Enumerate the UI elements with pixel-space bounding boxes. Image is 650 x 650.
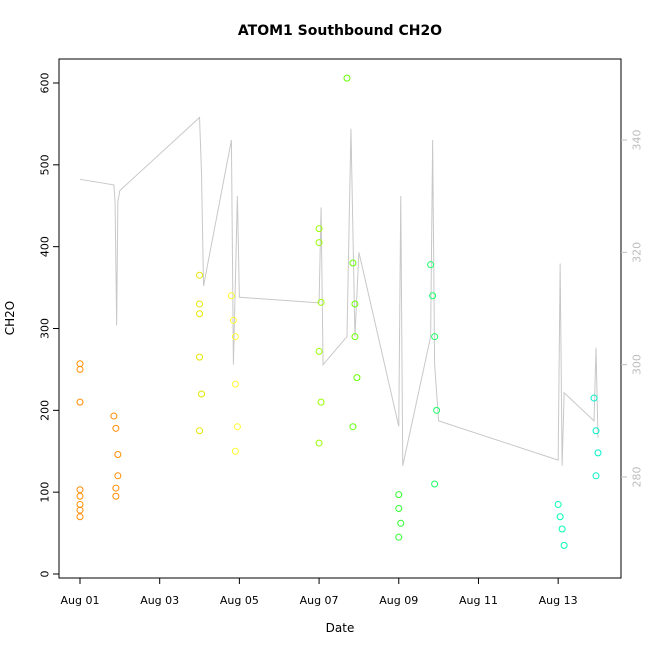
x-axis-label: Date xyxy=(326,621,355,635)
x-tick-label: Aug 01 xyxy=(61,594,100,607)
data-point xyxy=(427,261,435,269)
data-point xyxy=(198,390,206,398)
data-point xyxy=(114,472,122,480)
data-point xyxy=(76,486,84,494)
data-point xyxy=(556,513,564,521)
y-axis: 0 100 200 300 400 500 600 xyxy=(39,73,59,578)
data-point xyxy=(395,533,403,541)
secondary-series-polyline xyxy=(79,116,599,466)
data-point xyxy=(317,298,325,306)
data-point xyxy=(114,451,122,459)
data-point xyxy=(351,300,359,308)
x-tick-label: Aug 03 xyxy=(140,594,179,607)
data-point xyxy=(397,519,405,527)
data-point xyxy=(315,439,323,447)
data-point xyxy=(196,427,204,435)
x-tick-label: Aug 09 xyxy=(379,594,418,607)
data-point xyxy=(590,394,598,402)
data-point xyxy=(349,259,357,267)
data-point xyxy=(112,424,120,432)
data-point xyxy=(229,316,237,324)
y-tick-label: 0 xyxy=(39,571,52,578)
x-tick-label: Aug 05 xyxy=(220,594,259,607)
data-point xyxy=(112,484,120,492)
y-tick-label: 600 xyxy=(39,73,52,94)
x-tick-label: Aug 13 xyxy=(539,594,578,607)
data-point xyxy=(558,525,566,533)
data-point xyxy=(395,491,403,499)
data-point xyxy=(315,225,323,233)
x-axis: Aug 01 Aug 03 Aug 05 Aug 07 Aug 09 Aug 11 Aug … xyxy=(61,577,578,607)
y-axis-label: CH2O xyxy=(3,301,17,335)
data-point xyxy=(554,500,562,508)
y2-tick-label: 280 xyxy=(631,467,644,488)
data-point xyxy=(76,492,84,500)
data-point xyxy=(343,74,351,82)
data-point xyxy=(560,541,568,549)
data-point xyxy=(592,427,600,435)
scatter-points xyxy=(76,74,602,549)
y-tick-label: 500 xyxy=(39,154,52,175)
data-point xyxy=(592,472,600,480)
data-point xyxy=(76,506,84,514)
chart-title: ATOM1 Southbound CH2O xyxy=(238,23,442,39)
data-point xyxy=(315,239,323,247)
data-point xyxy=(112,492,120,500)
data-point xyxy=(429,292,437,300)
y2-tick-label: 320 xyxy=(631,242,644,263)
x-tick-label: Aug 11 xyxy=(459,594,498,607)
y-tick-label: 100 xyxy=(39,482,52,503)
data-point xyxy=(353,374,361,382)
secondary-series-line xyxy=(79,116,599,466)
data-point xyxy=(395,505,403,513)
data-point xyxy=(349,423,357,431)
y2-axis: 280 300 320 340 xyxy=(621,130,644,488)
data-point xyxy=(196,310,204,318)
data-point xyxy=(317,398,325,406)
data-point xyxy=(351,333,359,341)
y-tick-label: 400 xyxy=(39,236,52,257)
data-point xyxy=(233,423,241,431)
y2-tick-label: 300 xyxy=(631,354,644,375)
data-point xyxy=(196,300,204,308)
data-point xyxy=(315,347,323,355)
data-point xyxy=(433,406,441,414)
y2-tick-label: 340 xyxy=(631,130,644,151)
y-tick-label: 300 xyxy=(39,318,52,339)
data-point xyxy=(196,271,204,279)
data-point xyxy=(594,449,602,457)
data-point xyxy=(231,380,239,388)
data-point xyxy=(76,513,84,521)
y-tick-label: 200 xyxy=(39,400,52,421)
data-point xyxy=(231,447,239,455)
data-point xyxy=(227,292,235,300)
data-point xyxy=(231,333,239,341)
data-point xyxy=(431,333,439,341)
data-point xyxy=(76,398,84,406)
data-point xyxy=(431,480,439,488)
data-point xyxy=(110,412,118,420)
data-point xyxy=(196,353,204,361)
data-point xyxy=(76,365,84,373)
x-tick-label: Aug 07 xyxy=(300,594,339,607)
